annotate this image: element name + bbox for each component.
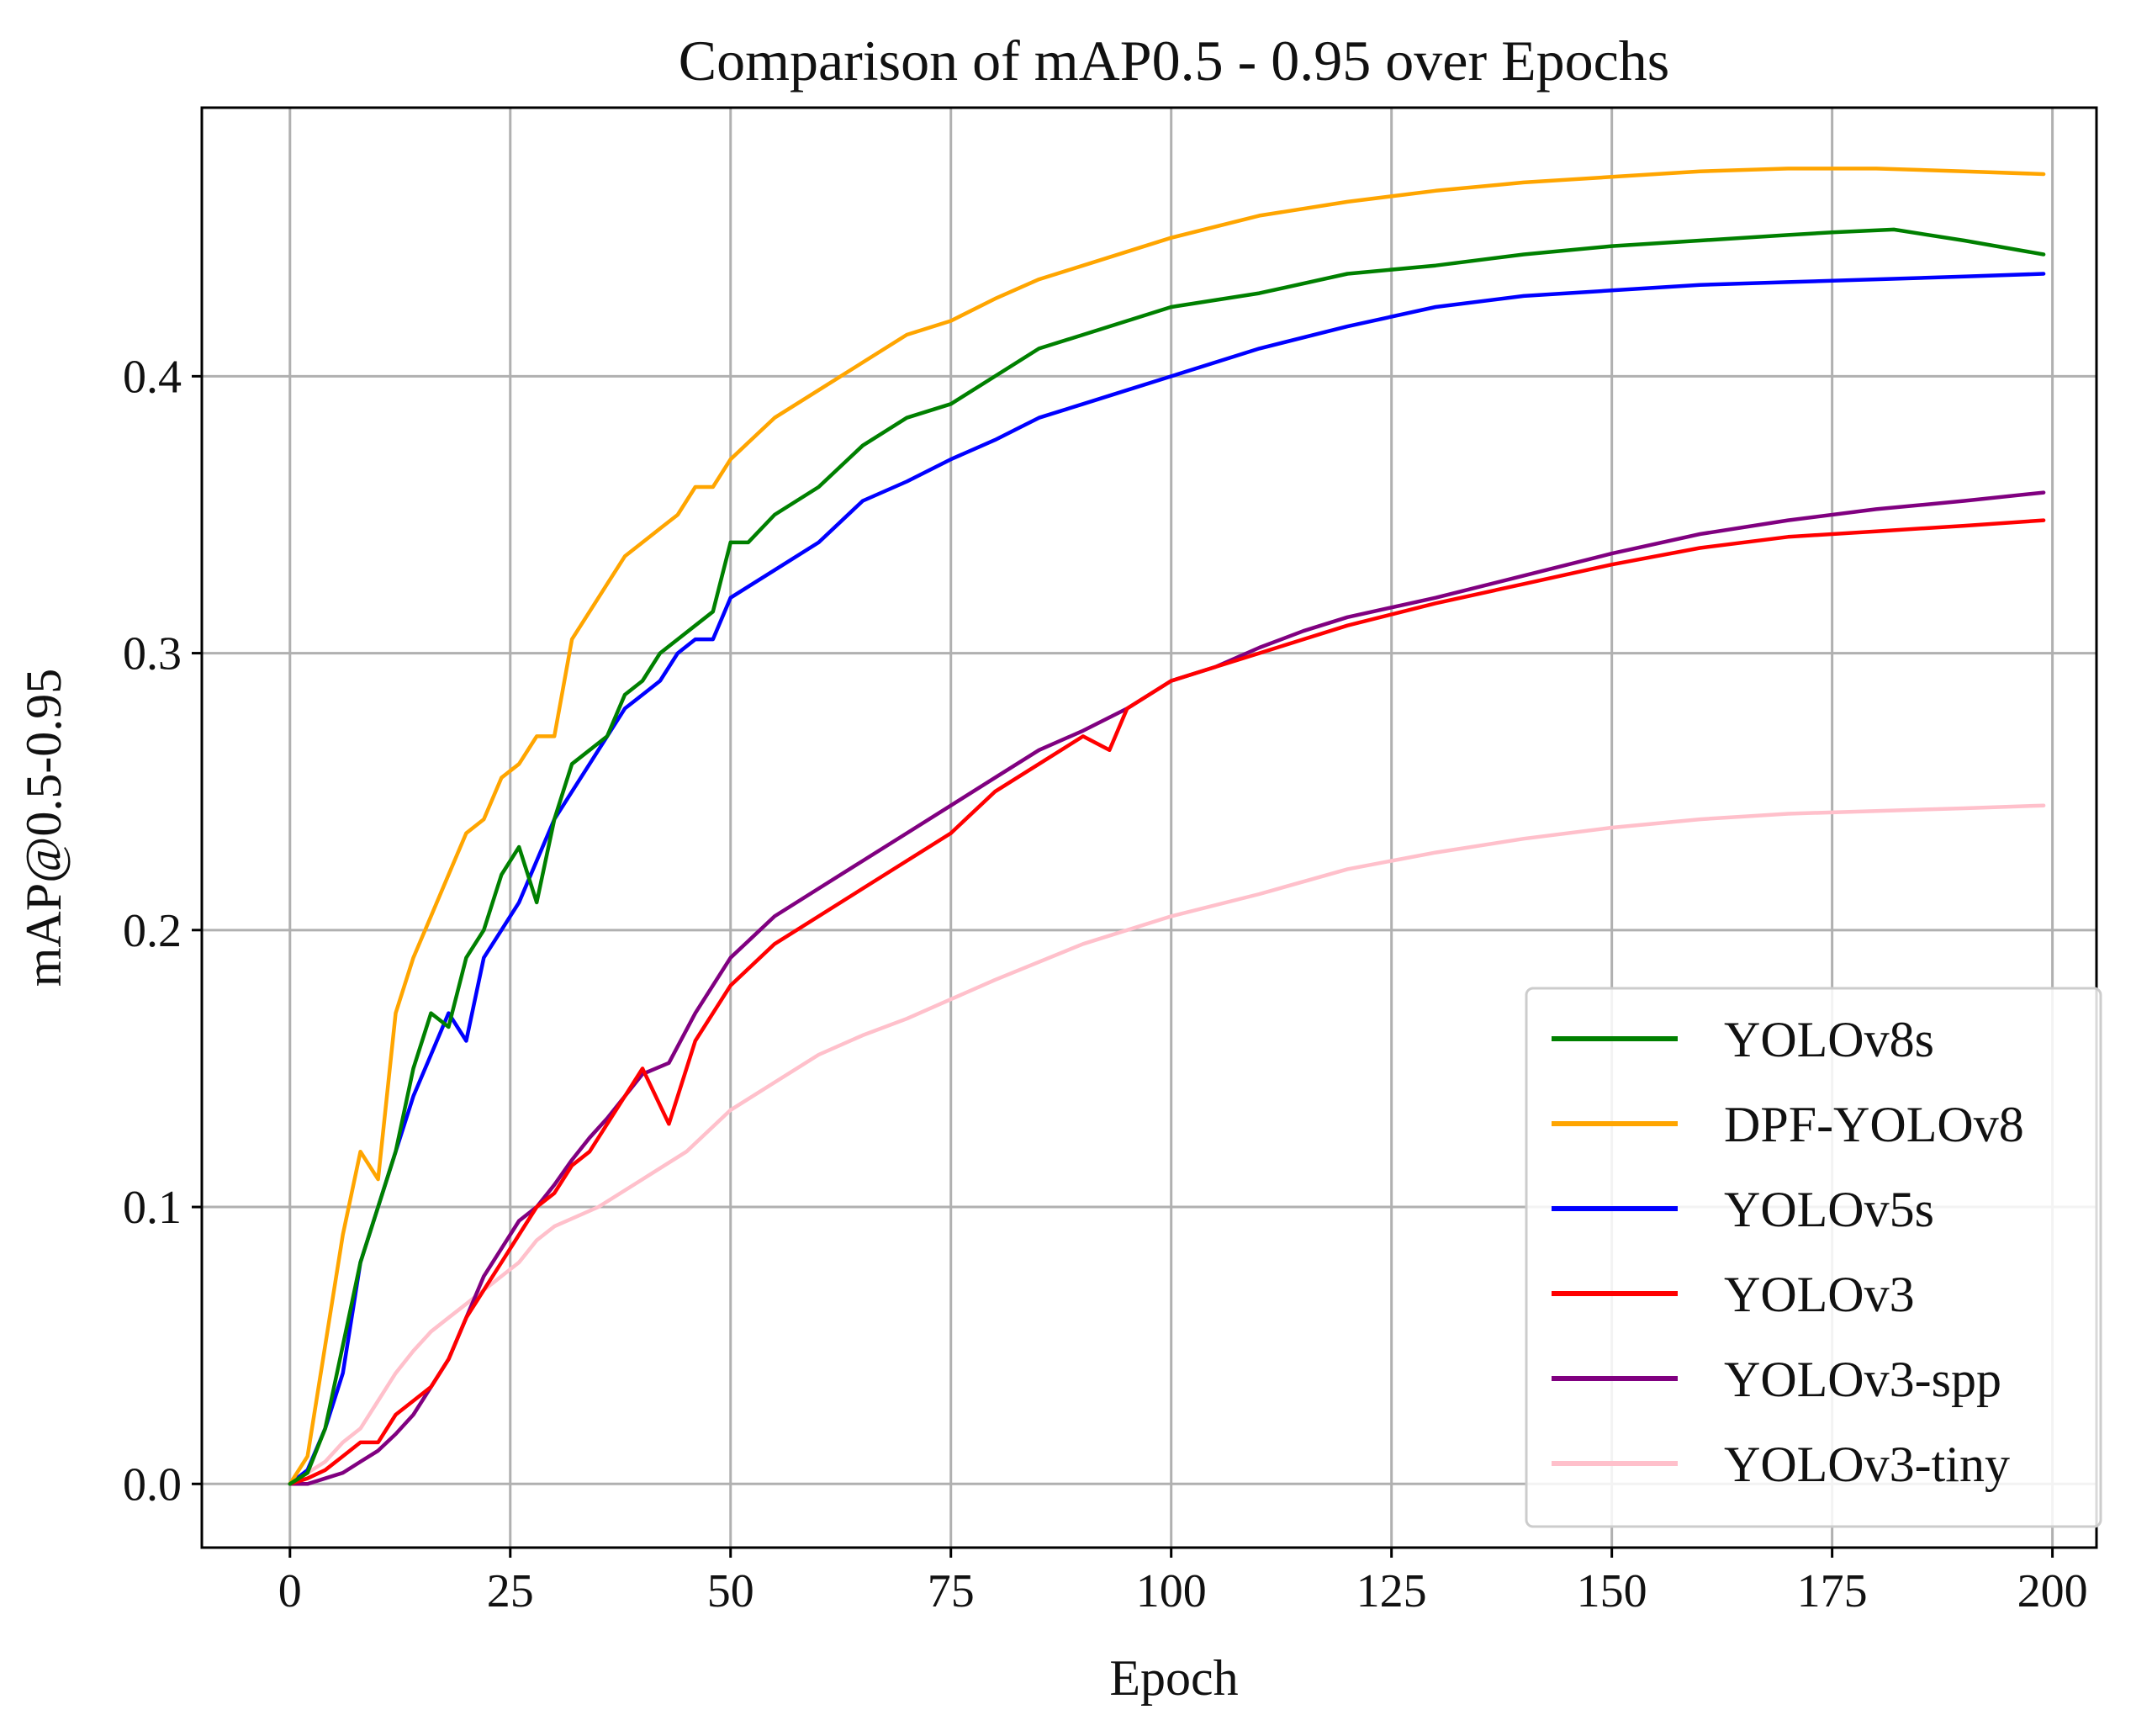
y-axis-label: mAP@0.5-0.95 <box>16 669 71 987</box>
legend-label-yolov3: YOLOv3 <box>1724 1267 1915 1322</box>
series-line-yolov3-tiny <box>288 803 2046 1486</box>
y-tick-label: 0.4 <box>123 351 182 403</box>
y-tick-label: 0.2 <box>123 905 182 957</box>
series-line-yolov3 <box>288 518 2046 1486</box>
x-tick-label: 25 <box>487 1565 534 1617</box>
x-axis-label: Epoch <box>1109 1650 1238 1706</box>
series-line-dpf-yolov8 <box>288 167 2046 1486</box>
legend-label-yolov8s: YOLOv8s <box>1724 1012 1934 1067</box>
y-tick-label: 0.1 <box>123 1182 182 1234</box>
series-lines <box>288 167 2046 1486</box>
x-tick-label: 100 <box>1136 1565 1207 1617</box>
legend-label-yolov5s: YOLOv5s <box>1724 1182 1934 1237</box>
axis-ticks: 0 25 50 75 100 125 150 175 200 0.0 0.1 0.2 0.3 0.4 <box>123 351 2088 1617</box>
chart-title: Comparison of mAP0.5 - 0.95 over Epochs <box>679 29 1670 93</box>
series-line-yolov5s <box>288 272 2046 1486</box>
legend: YOLOv8s DPF-YOLOv8 YOLOv5s YOLOv3 YOLOv3-spp… <box>1525 987 2102 1528</box>
x-tick-label: 75 <box>928 1565 975 1617</box>
x-tick-label: 200 <box>2017 1565 2088 1617</box>
x-tick-label: 0 <box>278 1565 302 1617</box>
legend-label-yolov3-tiny: YOLOv3-tiny <box>1724 1437 2010 1492</box>
x-tick-label: 125 <box>1356 1565 1427 1617</box>
series-line-yolov8s <box>288 227 2046 1486</box>
y-tick-label: 0.3 <box>123 628 182 680</box>
plot-frame <box>200 106 2098 1549</box>
legend-label-dpf-yolov8: DPF-YOLOv8 <box>1724 1097 2024 1152</box>
legend-label-yolov3-spp: YOLOv3-spp <box>1724 1352 2001 1407</box>
x-tick-label: 175 <box>1797 1565 1868 1617</box>
x-tick-label: 50 <box>707 1565 754 1617</box>
y-tick-label: 0.0 <box>123 1458 182 1511</box>
series-line-yolov3-spp <box>288 490 2046 1486</box>
x-tick-label: 150 <box>1577 1565 1647 1617</box>
